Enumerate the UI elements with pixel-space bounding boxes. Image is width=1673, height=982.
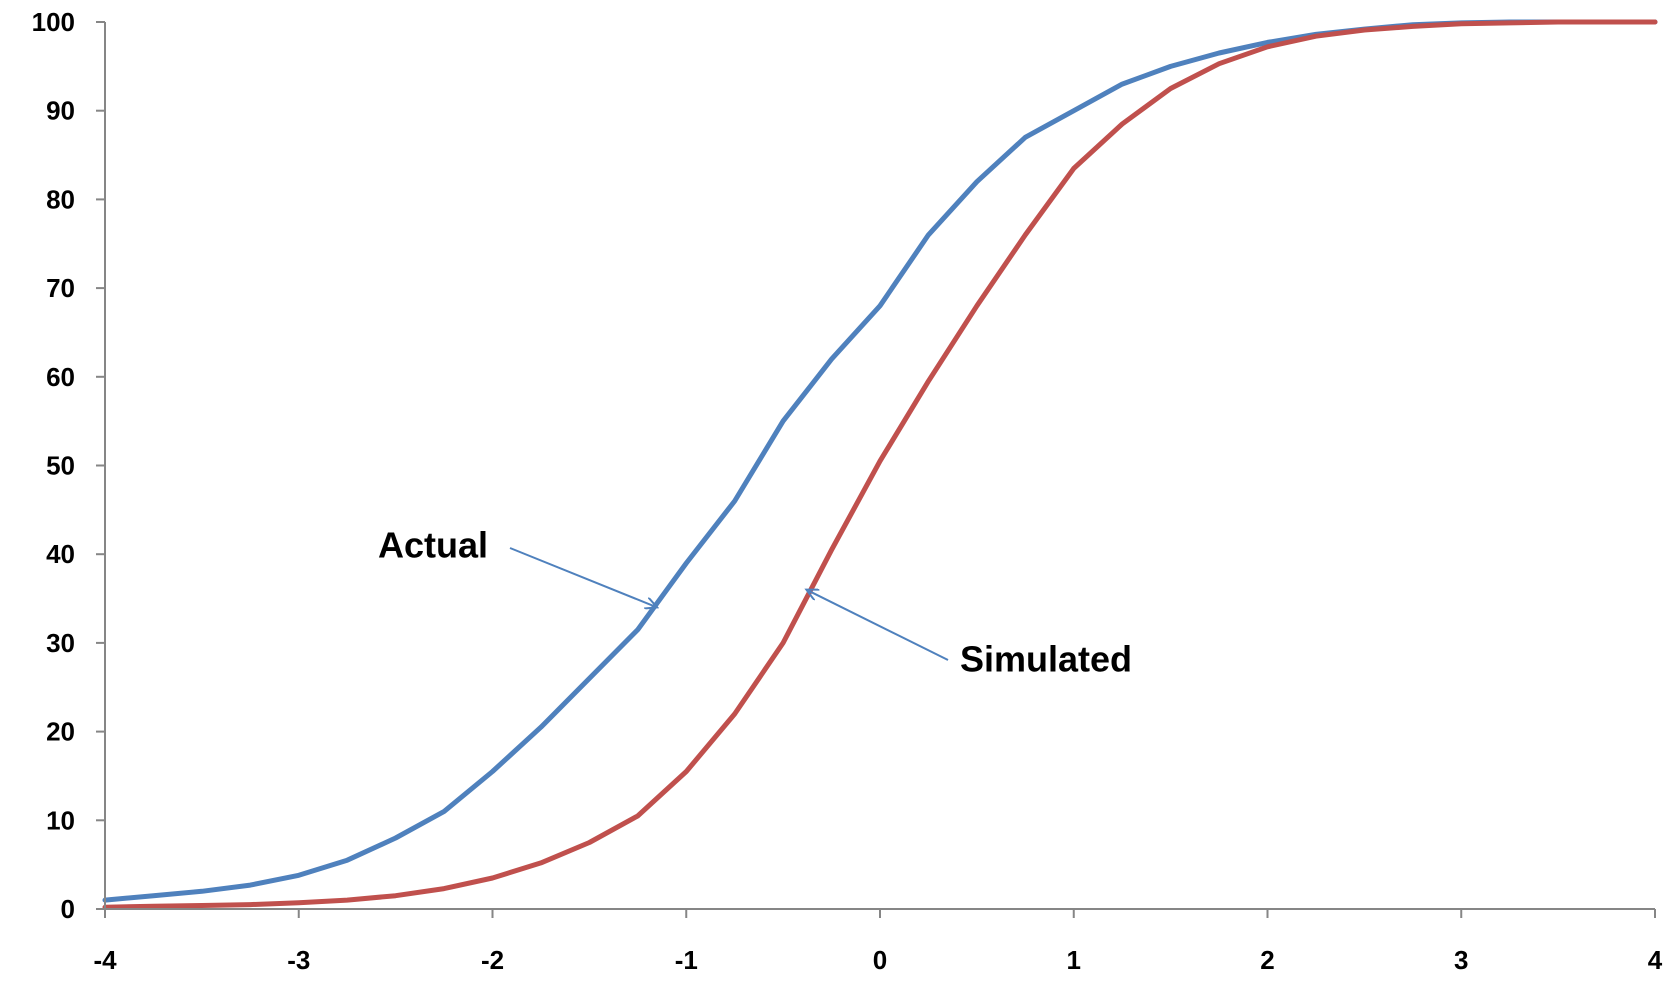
annotation-label-simulated: Simulated <box>960 639 1132 680</box>
annotation-label-actual: Actual <box>378 525 488 566</box>
y-tick-label: 20 <box>46 717 75 747</box>
series-line-simulated <box>102 19 1658 910</box>
y-tick-label: 70 <box>46 273 75 303</box>
y-tick-label: 80 <box>46 184 75 214</box>
x-tick-label: -1 <box>675 945 698 975</box>
x-tick-label: -2 <box>481 945 504 975</box>
annotation-layer: Actual Simulated <box>378 525 1132 680</box>
x-tick-label: 0 <box>873 945 887 975</box>
y-tick-label: 100 <box>32 7 75 37</box>
y-tick-label: 40 <box>46 539 75 569</box>
series-layer <box>102 19 1658 910</box>
annotation-arrow-actual <box>509 547 657 607</box>
x-tick-label: 4 <box>1648 945 1663 975</box>
y-tick-label: 90 <box>46 96 75 126</box>
y-tick-label: 60 <box>46 362 75 392</box>
y-tick-label: 30 <box>46 628 75 658</box>
x-tick-label: 2 <box>1260 945 1274 975</box>
annotation-arrow-simulated <box>806 590 949 661</box>
ticks-layer: 0 10 20 30 40 50 60 70 80 90 100 -4 -3 -2 -1 0 1 2 3 4 <box>32 7 1663 975</box>
x-tick-label: -4 <box>93 945 117 975</box>
x-tick-label: -3 <box>287 945 310 975</box>
y-tick-label: 50 <box>46 451 75 481</box>
x-tick-label: 1 <box>1067 945 1081 975</box>
y-tick-label: 10 <box>46 805 75 835</box>
x-tick-label: 3 <box>1454 945 1468 975</box>
y-tick-label: 0 <box>61 894 75 924</box>
